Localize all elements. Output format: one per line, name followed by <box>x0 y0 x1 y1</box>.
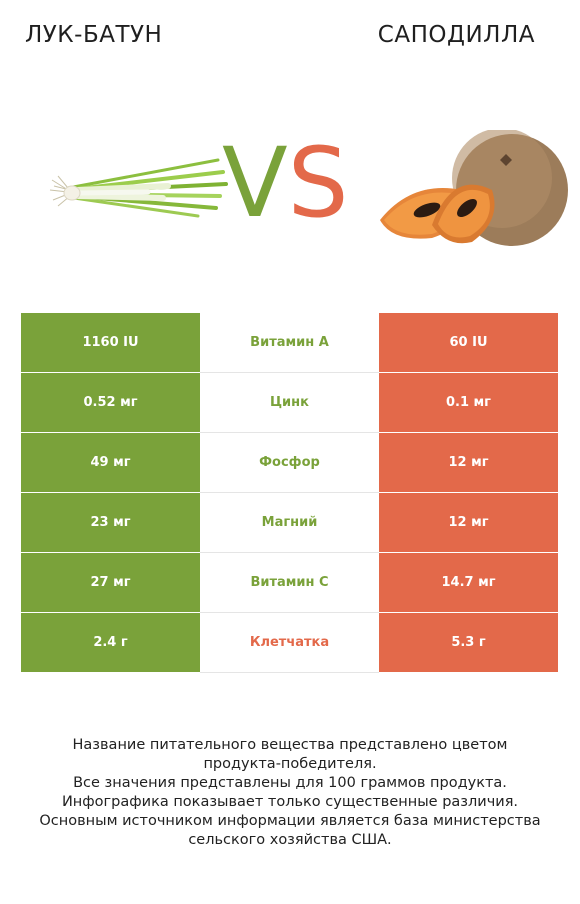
footer-line: Инфографика показывает только существенн… <box>61 794 519 810</box>
right-value: 14.7 мг <box>379 553 558 612</box>
green-onion-image <box>49 158 228 218</box>
left-value: 49 мг <box>21 433 200 492</box>
vs-s-letter: S <box>287 127 349 239</box>
table-row: 49 мг Фосфор 12 мг <box>21 433 558 493</box>
right-value: 5.3 г <box>379 613 558 672</box>
nutrient-name: Клетчатка <box>200 613 379 673</box>
nutrient-name: Витамин C <box>200 553 379 613</box>
footer-line: Все значения представлены для 100 граммо… <box>73 775 507 791</box>
left-value: 0.52 мг <box>21 373 200 432</box>
left-value: 1160 IU <box>21 313 200 372</box>
table-row: 1160 IU Витамин A 60 IU <box>21 313 558 373</box>
table-row: 0.52 мг Цинк 0.1 мг <box>21 373 558 433</box>
vs-v-letter: V <box>222 127 288 239</box>
left-value: 2.4 г <box>21 613 200 672</box>
left-value: 27 мг <box>21 553 200 612</box>
nutrient-name: Цинк <box>200 373 379 433</box>
sapodilla-image <box>380 130 568 246</box>
right-value: 12 мг <box>379 433 558 492</box>
table-row: 2.4 г Клетчатка 5.3 г <box>21 613 558 673</box>
vs-label: VS <box>222 128 352 238</box>
nutrient-name: Витамин A <box>200 313 379 373</box>
nutrient-name: Фосфор <box>200 433 379 493</box>
footer-line: сельского хозяйства США. <box>188 832 392 848</box>
table-row: 23 мг Магний 12 мг <box>21 493 558 553</box>
right-value: 0.1 мг <box>379 373 558 432</box>
right-value: 12 мг <box>379 493 558 552</box>
footer-line: Основным источником информации является … <box>39 813 541 829</box>
left-value: 23 мг <box>21 493 200 552</box>
nutrient-name: Магний <box>200 493 379 553</box>
table-row: 27 мг Витамин C 14.7 мг <box>21 553 558 613</box>
footer-line: Название питательного вещества представл… <box>72 737 508 753</box>
right-product-title: САПОДИЛЛА <box>377 22 535 48</box>
left-product-title: ЛУК-БАТУН <box>25 22 163 48</box>
right-value: 60 IU <box>379 313 558 372</box>
footer-notes: Название питательного вещества представл… <box>10 736 570 850</box>
footer-line: продукта-победителя. <box>203 756 377 772</box>
comparison-table: 1160 IU Витамин A 60 IU 0.52 мг Цинк 0.1… <box>21 313 558 673</box>
